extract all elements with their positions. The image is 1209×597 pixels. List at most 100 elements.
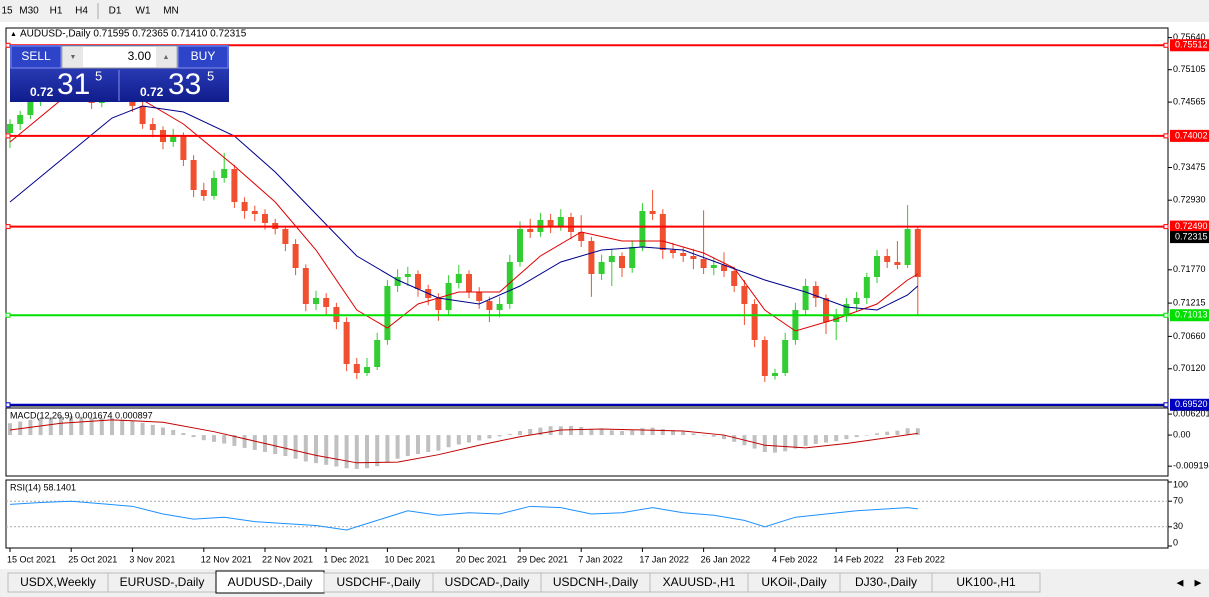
macd-bar bbox=[130, 420, 135, 436]
trade-panel: SELL BUY ▼ ▲ 3.00 0.72 31 5 0.72 33 5 bbox=[10, 45, 229, 102]
level-label-bg bbox=[1170, 129, 1209, 142]
macd-bar bbox=[793, 435, 798, 449]
candle-body bbox=[598, 262, 605, 274]
macd-bar bbox=[589, 428, 594, 436]
chart-tab-label[interactable]: DJ30-,Daily bbox=[855, 575, 917, 589]
candle-body bbox=[649, 211, 656, 214]
timeframe-button[interactable] bbox=[68, 1, 95, 21]
timeframe-button[interactable] bbox=[14, 1, 44, 21]
timeframe-label[interactable]: H4 bbox=[75, 6, 88, 17]
macd-bar bbox=[324, 435, 329, 465]
timeframe-label[interactable]: 15 bbox=[1, 6, 13, 17]
macd-bar bbox=[365, 435, 369, 469]
level-label: 0.74002 bbox=[1175, 130, 1208, 140]
candle-body bbox=[455, 274, 462, 283]
sell-price-frac: 5 bbox=[95, 68, 102, 83]
macd-bar bbox=[518, 431, 522, 436]
timeframe-label[interactable]: D1 bbox=[109, 6, 122, 17]
y-tick-label: 0.006201 bbox=[1173, 408, 1209, 418]
macd-bar bbox=[864, 435, 869, 436]
macd-bar bbox=[640, 428, 645, 436]
candle-body bbox=[262, 214, 268, 223]
sell-label[interactable]: SELL bbox=[21, 49, 51, 63]
candle-body bbox=[731, 271, 738, 286]
y-tick-label: 30 bbox=[1173, 521, 1183, 531]
macd-bar bbox=[201, 435, 206, 441]
macd-bar bbox=[416, 435, 420, 455]
candle-body bbox=[619, 256, 625, 268]
chart-tab-label[interactable]: USDCAD-,Daily bbox=[445, 575, 530, 589]
chart-header: AUDUSD-,Daily 0.71595 0.72365 0.71410 0.… bbox=[20, 29, 247, 40]
macd-bar bbox=[824, 435, 828, 443]
candle-body bbox=[547, 220, 554, 226]
tab-scroll-left[interactable]: ◀ bbox=[1177, 577, 1184, 587]
timeframe-button[interactable] bbox=[157, 1, 185, 21]
chart-tab-label[interactable]: UKOil-,Daily bbox=[761, 575, 826, 589]
macd-bar bbox=[609, 430, 614, 436]
x-tick-label: 12 Nov 2021 bbox=[201, 554, 252, 564]
volume-up[interactable] bbox=[156, 47, 176, 67]
macd-bar bbox=[456, 435, 461, 445]
macd-bar bbox=[579, 426, 584, 436]
candle-body bbox=[139, 106, 146, 124]
down-arrow: ▼ bbox=[70, 54, 77, 61]
chart-tab-label[interactable]: USDCNH-,Daily bbox=[553, 575, 638, 589]
candle-body bbox=[843, 304, 850, 316]
candle-body bbox=[404, 274, 411, 277]
buy-button[interactable] bbox=[177, 45, 229, 69]
x-tick-label: 4 Feb 2022 bbox=[772, 554, 818, 564]
current-price-bg bbox=[1170, 231, 1209, 244]
y-tick-label: 0 bbox=[1173, 537, 1178, 547]
candle-body bbox=[323, 298, 330, 307]
volume-down[interactable] bbox=[63, 47, 83, 67]
macd-bar bbox=[212, 435, 216, 442]
candle-body bbox=[721, 265, 727, 271]
candle-body bbox=[251, 211, 258, 214]
macd-title: MACD(12,26,9) 0.001674 0.000897 bbox=[10, 410, 153, 420]
candle-body bbox=[751, 304, 758, 340]
tab-scroll-right[interactable]: ▶ bbox=[1195, 577, 1202, 587]
level-handle bbox=[5, 312, 11, 318]
candle-body bbox=[863, 277, 870, 298]
timeframe-button[interactable] bbox=[0, 1, 14, 21]
x-tick-label: 26 Jan 2022 bbox=[701, 554, 751, 564]
timeframe-button[interactable] bbox=[101, 1, 129, 21]
chart-tab-label[interactable]: USDCHF-,Daily bbox=[337, 575, 421, 589]
level-handle bbox=[5, 402, 11, 408]
volume-value[interactable]: 3.00 bbox=[128, 49, 152, 63]
sell-button[interactable] bbox=[10, 45, 62, 69]
volume-box[interactable] bbox=[61, 45, 178, 69]
x-tick-label: 10 Dec 2021 bbox=[384, 554, 435, 564]
x-tick-label: 1 Dec 2021 bbox=[323, 554, 369, 564]
macd-bar bbox=[110, 418, 114, 436]
timeframe-label[interactable]: MN bbox=[163, 6, 179, 17]
candle-body bbox=[384, 286, 391, 340]
timeframe-label[interactable]: W1 bbox=[136, 6, 151, 17]
x-tick-label: 25 Oct 2021 bbox=[68, 554, 117, 564]
timeframe-button[interactable] bbox=[44, 1, 68, 21]
buy-label[interactable]: BUY bbox=[191, 49, 216, 63]
macd-bar bbox=[548, 426, 553, 436]
macd-bar bbox=[38, 418, 43, 436]
chart-tab-label[interactable]: UK100-,H1 bbox=[956, 575, 1016, 589]
candle-body bbox=[700, 259, 707, 268]
macd-bar bbox=[834, 435, 839, 442]
level-handle bbox=[5, 133, 11, 139]
candle-body bbox=[17, 115, 24, 124]
chart-tab[interactable] bbox=[931, 572, 1041, 593]
macd-bar bbox=[507, 434, 512, 436]
x-tick-label: 3 Nov 2021 bbox=[129, 554, 175, 564]
chart-tab-label[interactable]: AUDUSD-,Daily bbox=[228, 575, 313, 589]
chart-tab-label[interactable]: USDX,Weekly bbox=[20, 575, 96, 589]
y-tick-label: 100 bbox=[1173, 479, 1188, 489]
timeframe-label[interactable]: M30 bbox=[19, 6, 39, 17]
chart-area bbox=[0, 22, 1209, 569]
chart-tab-label[interactable]: XAUUSD-,H1 bbox=[663, 575, 736, 589]
timeframe-button[interactable] bbox=[129, 1, 157, 21]
candle-body bbox=[466, 274, 472, 292]
macd-bar bbox=[813, 435, 818, 444]
chart-tab-label[interactable]: EURUSD-,Daily bbox=[120, 575, 205, 589]
timeframe-label[interactable]: H1 bbox=[50, 6, 63, 17]
macd-bar bbox=[915, 428, 920, 436]
